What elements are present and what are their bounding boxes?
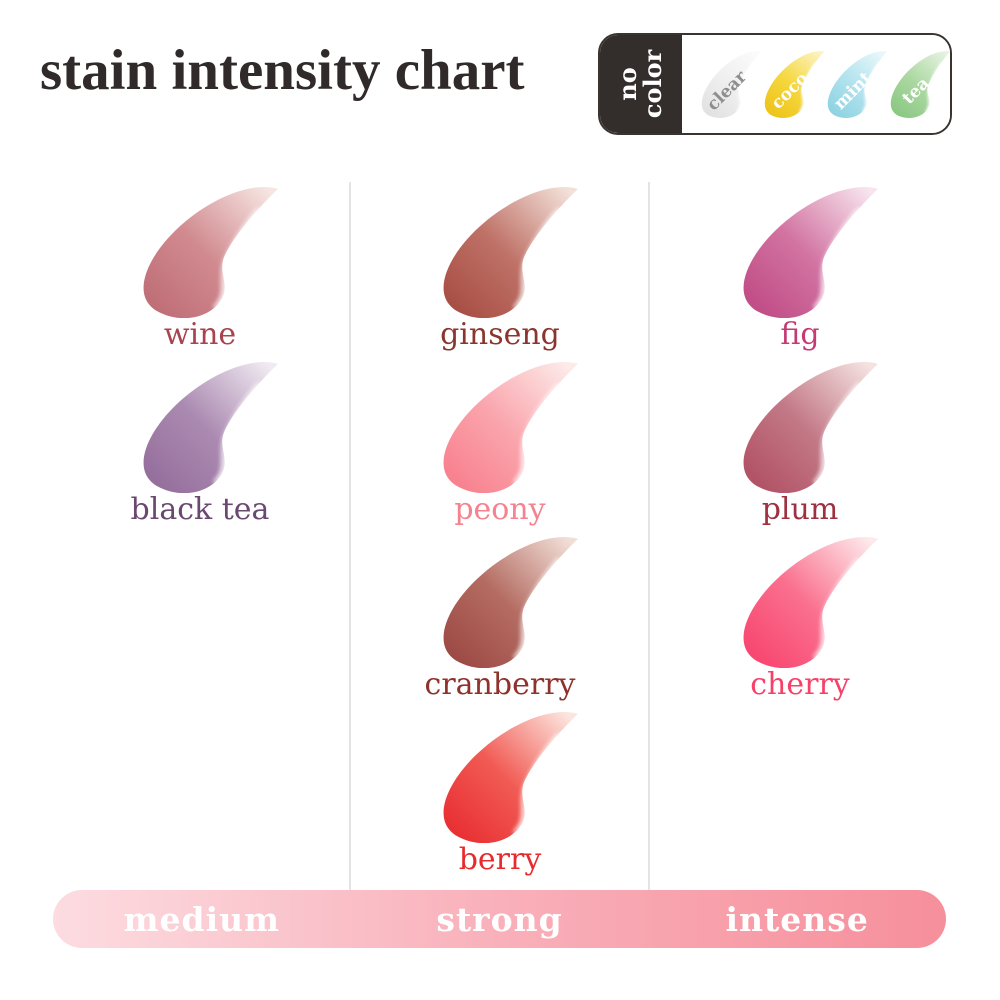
- tea-smear-swatch: [873, 41, 950, 129]
- column-divider-1: [349, 182, 351, 890]
- coco-smear-swatch: [747, 41, 833, 129]
- cherry-smear-swatch: [718, 534, 882, 668]
- no-color-badge: no color clear: [598, 33, 952, 135]
- shade-cell-wine: wine: [50, 178, 350, 353]
- shade-cell-berry: berry: [350, 703, 650, 878]
- intensity-label-intense: intense: [725, 899, 869, 939]
- cranberry-smear-swatch: [418, 534, 582, 668]
- shade-cell-black-tea: black tea: [50, 353, 350, 528]
- black-tea-shade-label: black tea: [130, 492, 270, 527]
- shade-cell-plum: plum: [650, 353, 950, 528]
- shade-cell-ginseng: ginseng: [350, 178, 650, 353]
- shade-cell-peony: peony: [350, 353, 650, 528]
- no-color-label: no color: [613, 49, 667, 119]
- mint-smear-swatch: [810, 41, 896, 129]
- ginseng-shade-label: ginseng: [440, 317, 560, 352]
- peony-shade-label: peony: [454, 492, 546, 527]
- badge-swatch-clear: clear: [688, 37, 766, 131]
- no-color-label-box: no color: [600, 35, 682, 133]
- cranberry-shade-label: cranberry: [424, 667, 576, 702]
- page-title: stain intensity chart: [40, 39, 525, 102]
- fig-shade-label: fig: [780, 317, 820, 352]
- shade-cell-cranberry: cranberry: [350, 528, 650, 703]
- no-color-label-line2: color: [637, 49, 667, 119]
- column-strong: ginseng peony: [350, 178, 650, 878]
- column-medium: wine black tea: [50, 178, 350, 878]
- column-divider-2: [648, 182, 650, 890]
- berry-smear-swatch: [418, 709, 582, 843]
- badge-swatch-coco: coco: [751, 37, 829, 131]
- wine-smear-swatch: [118, 184, 282, 318]
- black-tea-smear-swatch: [118, 359, 282, 493]
- shade-cell-fig: fig: [650, 178, 950, 353]
- berry-shade-label: berry: [458, 842, 542, 877]
- shade-grid: wine black tea: [50, 178, 950, 878]
- no-color-swatches: clear coco: [682, 35, 950, 133]
- shade-cell-cherry: cherry: [650, 528, 950, 703]
- badge-swatch-mint: mint: [814, 37, 892, 131]
- plum-smear-swatch: [718, 359, 882, 493]
- fig-smear-swatch: [718, 184, 882, 318]
- peony-smear-swatch: [418, 359, 582, 493]
- badge-swatch-tea: tea: [877, 37, 950, 131]
- intensity-label-medium: medium: [123, 899, 281, 939]
- no-color-label-line1: no: [613, 67, 643, 101]
- clear-smear-swatch: [684, 41, 770, 129]
- plum-shade-label: plum: [761, 492, 839, 527]
- intensity-scale-bar: medium strong intense: [53, 890, 946, 948]
- ginseng-smear-swatch: [418, 184, 582, 318]
- column-intense: fig plum: [650, 178, 950, 878]
- intensity-label-strong: strong: [436, 899, 563, 939]
- cherry-shade-label: cherry: [750, 667, 850, 702]
- wine-shade-label: wine: [163, 317, 237, 352]
